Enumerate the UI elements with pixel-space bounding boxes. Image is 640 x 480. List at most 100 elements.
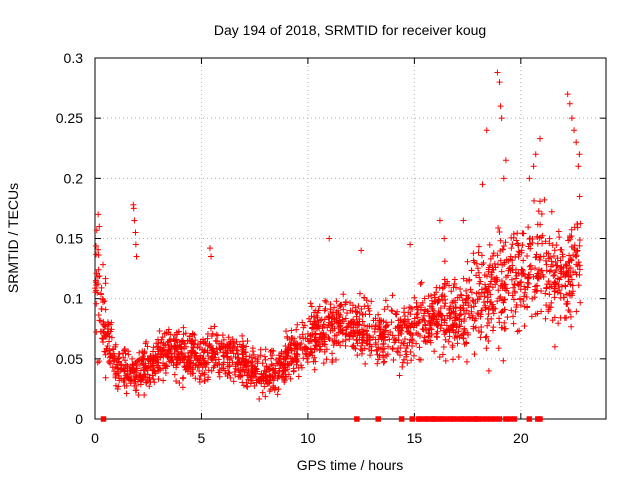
data-point [180,324,187,331]
data-point [155,367,162,374]
data-point [464,329,471,336]
data-point [384,303,391,310]
data-point [301,343,308,350]
data-point [421,310,428,317]
data-point [311,354,318,361]
data-point [405,324,412,331]
data-point [398,339,405,346]
data-point [490,324,497,331]
data-point [393,311,400,318]
data-point [364,323,371,330]
data-point [460,307,467,314]
data-point [110,346,117,353]
data-point [568,256,575,263]
data-point [401,356,408,363]
data-point [524,303,531,310]
data-point [385,331,392,338]
data-point [452,304,459,311]
data-point [353,319,360,326]
data-point [207,344,214,351]
data-point [354,340,361,347]
data-point [524,279,531,286]
data-point [168,353,175,360]
data-point-highlight [566,100,573,107]
data-point [440,344,447,351]
data-point [469,315,476,322]
data-point [288,327,295,334]
data-point-highlight [133,253,140,260]
data-point [537,198,544,205]
data-point [236,359,243,366]
data-point [216,360,223,367]
data-point [480,259,487,266]
data-point [395,337,402,344]
data-point [230,340,237,347]
data-point [512,269,519,276]
data-point [460,335,467,342]
data-point [463,340,470,347]
data-point [301,322,308,329]
data-point [438,322,445,329]
data-point [446,333,453,340]
data-point [335,311,342,318]
data-point [449,327,456,334]
data-point [439,312,446,319]
data-point [186,332,193,339]
data-point [168,343,175,350]
data-point [163,330,170,337]
data-point [476,280,483,287]
data-point [133,362,140,369]
data-point [455,353,462,360]
data-point [200,339,207,346]
data-point [574,263,581,270]
data-point [576,271,583,278]
data-point [317,346,324,353]
data-point [434,334,441,341]
data-point [548,299,555,306]
data-point [535,208,542,215]
data-point [395,349,402,356]
data-point [104,342,111,349]
data-point [235,350,242,357]
data-point [488,274,495,281]
data-point [507,253,514,260]
data-point [136,349,143,356]
data-point [288,339,295,346]
data-point [224,353,231,360]
data-point [171,350,178,357]
data-point [405,309,412,316]
data-point [100,322,107,329]
data-point [340,318,347,325]
data-point [262,346,269,353]
data-point-highlight [497,103,504,110]
data-point [282,360,289,367]
data-point [566,308,573,315]
data-point [435,313,442,320]
data-point [458,292,465,299]
data-point [453,324,460,331]
data-point [320,360,327,367]
data-point [312,317,319,324]
data-point [565,267,572,274]
data-point [203,361,210,368]
data-point [430,315,437,322]
data-point [356,290,363,297]
data-point [189,344,196,351]
data-point [434,328,441,335]
data-point [514,328,521,335]
data-point [404,359,411,366]
data-point [93,277,100,284]
data-point [154,364,161,371]
data-point [570,252,577,259]
data-point [232,371,239,378]
data-point [216,366,223,373]
data-point [358,336,365,343]
data-point [235,360,242,367]
data-point [291,337,298,344]
data-point [183,359,190,366]
data-point [379,349,386,356]
data-point [304,335,311,342]
data-point [219,332,226,339]
data-point [481,281,488,288]
data-point [191,331,198,338]
